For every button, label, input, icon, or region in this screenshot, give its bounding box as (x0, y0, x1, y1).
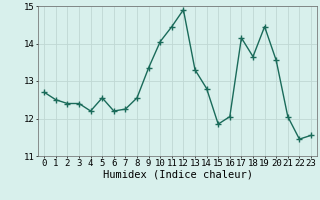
X-axis label: Humidex (Indice chaleur): Humidex (Indice chaleur) (103, 170, 252, 180)
